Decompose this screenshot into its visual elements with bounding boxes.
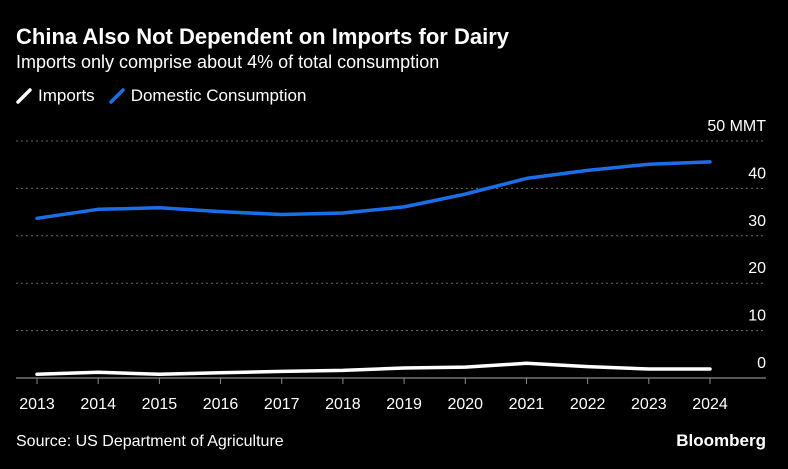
x-tick-label-2015: 2015	[142, 396, 178, 413]
y-tick-label-50: 50 MMT	[707, 118, 766, 135]
x-tick-label-2014: 2014	[80, 396, 116, 413]
x-tick-label-2023: 2023	[631, 396, 667, 413]
legend-swatch-imports	[16, 88, 32, 104]
source-note: Source: US Department of Agriculture	[16, 433, 284, 450]
y-tick-label-30: 30	[748, 213, 766, 230]
x-tick-label-2018: 2018	[325, 396, 361, 413]
legend-item-domestic: Domestic Consumption	[108, 86, 307, 106]
bloomberg-logo: Bloomberg	[676, 431, 766, 450]
y-tick-label-40: 40	[748, 165, 766, 182]
chart-title: China Also Not Dependent on Imports for …	[16, 24, 509, 49]
y-tick-label-20: 20	[748, 260, 766, 277]
x-tick-label-2021: 2021	[509, 396, 545, 413]
x-tick-label-2016: 2016	[203, 396, 239, 413]
y-tick-label-10: 10	[748, 308, 766, 325]
x-tick-label-2020: 2020	[447, 396, 483, 413]
series-line-domestic-consumption	[35, 160, 712, 221]
legend-item-imports: Imports	[16, 86, 95, 106]
series-line-imports	[35, 361, 712, 376]
y-tick-label-0: 0	[757, 355, 766, 372]
x-tick-label-2024: 2024	[692, 396, 728, 413]
x-tick-label-2019: 2019	[386, 396, 422, 413]
chart-subtitle: Imports only comprise about 4% of total …	[16, 52, 440, 72]
legend-label-imports: Imports	[38, 86, 95, 105]
legend-label-domestic: Domestic Consumption	[130, 86, 307, 105]
legend-swatch-domestic	[108, 88, 125, 104]
chart-legend: Imports Domestic Consumption	[16, 86, 320, 106]
x-tick-label-2017: 2017	[264, 396, 300, 413]
x-tick-label-2013: 2013	[19, 396, 55, 413]
x-tick-label-2022: 2022	[570, 396, 606, 413]
